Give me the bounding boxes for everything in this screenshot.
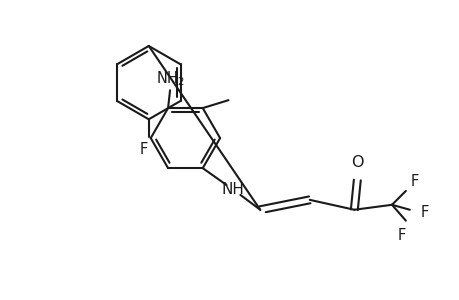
- Text: F: F: [397, 228, 405, 243]
- Text: F: F: [140, 142, 148, 157]
- Text: O: O: [350, 155, 363, 170]
- Text: F: F: [410, 173, 418, 188]
- Text: NH: NH: [221, 182, 243, 197]
- Text: F: F: [420, 205, 428, 220]
- Text: NH$_2$: NH$_2$: [155, 70, 184, 88]
